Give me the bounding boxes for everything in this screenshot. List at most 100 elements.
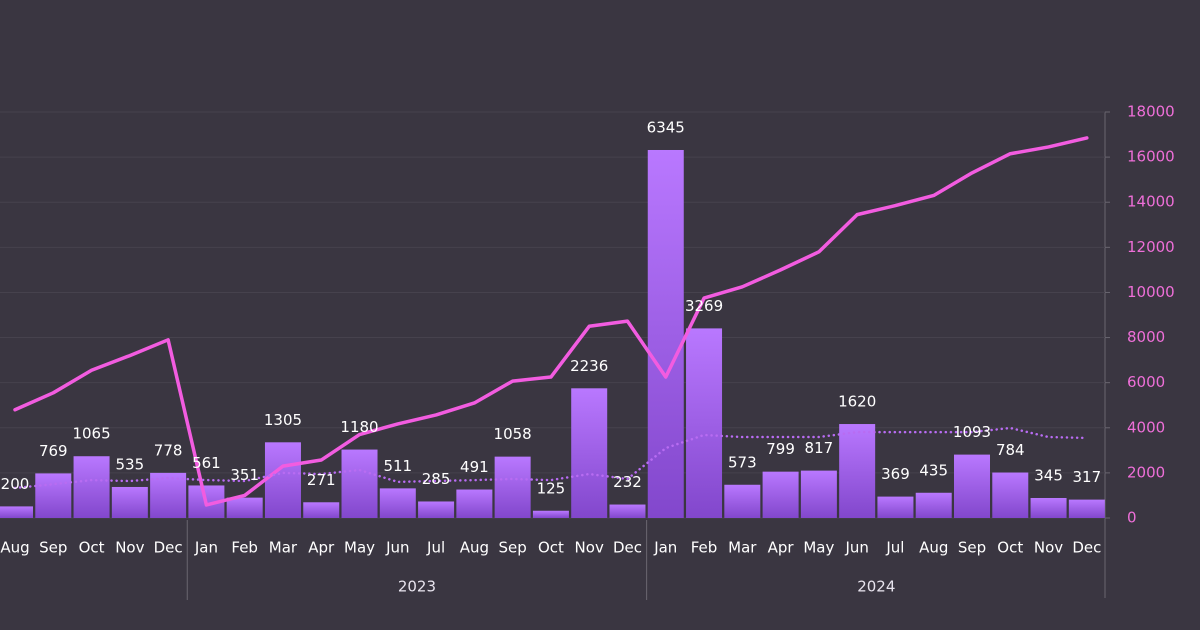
data-label: 317 (1073, 468, 1102, 486)
data-label: 1058 (494, 425, 532, 443)
data-label: 1180 (340, 418, 378, 436)
bar (647, 149, 684, 519)
y2-tick-label: 14000 (1127, 193, 1175, 211)
y2-tick-label: 16000 (1127, 148, 1175, 166)
x-tick-label: Feb (231, 539, 258, 557)
x-tick-label: Aug (460, 539, 489, 557)
data-label: 778 (154, 441, 183, 459)
y2-tick-label: 12000 (1127, 238, 1175, 256)
bar (571, 388, 608, 518)
x-tick-label: May (344, 539, 375, 557)
x-tick-label: Oct (997, 539, 1023, 557)
data-label: 6345 (647, 118, 685, 136)
x-tick-label: Nov (575, 539, 604, 557)
y2-tick-label: 6000 (1127, 373, 1165, 391)
group-label: 2024 (857, 578, 895, 596)
bar (532, 510, 569, 518)
bar (264, 442, 301, 518)
x-tick-label: Dec (154, 539, 183, 557)
x-tick-label: Oct (79, 539, 105, 557)
data-label: 200 (1, 475, 30, 493)
data-label: 1620 (838, 393, 876, 411)
data-label: 1065 (72, 425, 110, 443)
bar (724, 484, 761, 518)
bar (915, 492, 952, 518)
bar (303, 502, 340, 518)
x-tick-label: Sep (958, 539, 986, 557)
data-label: 535 (116, 455, 145, 473)
x-tick-label: Nov (115, 539, 144, 557)
bar (226, 497, 263, 518)
labels: 0 2000 4000 6000 8000 10000 12000 14000 16000 180… (0, 103, 1174, 596)
x-tick-label: Feb (691, 539, 718, 557)
data-label: 573 (728, 453, 757, 471)
x-tick-label: Jul (426, 539, 445, 557)
x-tick-label: Jan (653, 539, 677, 557)
x-tick-label: Sep (498, 539, 526, 557)
data-label: 817 (805, 439, 834, 457)
bar (456, 489, 493, 518)
x-tick-label: Sep (39, 539, 67, 557)
x-tick-label: Jul (885, 539, 904, 557)
bar (954, 454, 990, 518)
data-label: 1305 (264, 411, 302, 429)
x-tick-label: Jun (385, 539, 409, 557)
data-label: 561 (192, 454, 221, 472)
data-label: 125 (537, 479, 566, 497)
data-label: 351 (230, 466, 259, 484)
bar (379, 488, 416, 518)
y2-tick-label: 2000 (1127, 463, 1165, 481)
data-label: 769 (39, 442, 68, 460)
bar (877, 496, 914, 518)
y2-tick-label: 18000 (1127, 103, 1175, 121)
bar (35, 473, 72, 518)
x-tick-label: Jan (194, 539, 218, 557)
bar (150, 472, 187, 518)
data-label: 511 (383, 457, 412, 475)
bar (418, 501, 455, 518)
bar (341, 449, 378, 518)
bar (686, 328, 723, 518)
x-tick-label: May (803, 539, 834, 557)
x-tick-label: Mar (728, 539, 757, 557)
data-label: 491 (460, 458, 489, 476)
line (13, 426, 1089, 490)
bar (762, 471, 799, 518)
data-label: 285 (422, 470, 451, 488)
bar (494, 456, 531, 518)
data-label: 2236 (570, 357, 608, 375)
x-tick-label: Aug (0, 539, 29, 557)
data-label: 232 (613, 473, 642, 491)
grid (0, 111, 1110, 600)
data-label: 345 (1034, 466, 1063, 484)
x-tick-label: Nov (1034, 539, 1063, 557)
x-tick-label: Dec (613, 539, 642, 557)
y2-tick-label: 8000 (1127, 328, 1165, 346)
group-label: 2023 (398, 578, 436, 596)
bar (0, 506, 33, 518)
data-label: 784 (996, 441, 1025, 459)
bar (1068, 499, 1105, 518)
data-label: 435 (919, 461, 948, 479)
bar (800, 470, 837, 518)
x-tick-label: Dec (1072, 539, 1101, 557)
y2-tick-label: 0 (1127, 509, 1137, 527)
bar (111, 486, 148, 518)
y2-tick-label: 10000 (1127, 283, 1175, 301)
x-tick-label: Apr (768, 539, 795, 557)
x-tick-label: Mar (269, 539, 298, 557)
bar (609, 504, 646, 518)
data-label: 271 (307, 471, 336, 489)
data-label: 3269 (685, 297, 723, 315)
x-tick-label: Oct (538, 539, 564, 557)
bar (73, 456, 110, 518)
bar (1030, 497, 1067, 518)
bar (839, 424, 876, 518)
line (13, 136, 1089, 507)
data-label: 1093 (953, 423, 991, 441)
data-label: 369 (881, 465, 910, 483)
data-label: 799 (766, 440, 795, 458)
y2-tick-label: 4000 (1127, 418, 1165, 436)
